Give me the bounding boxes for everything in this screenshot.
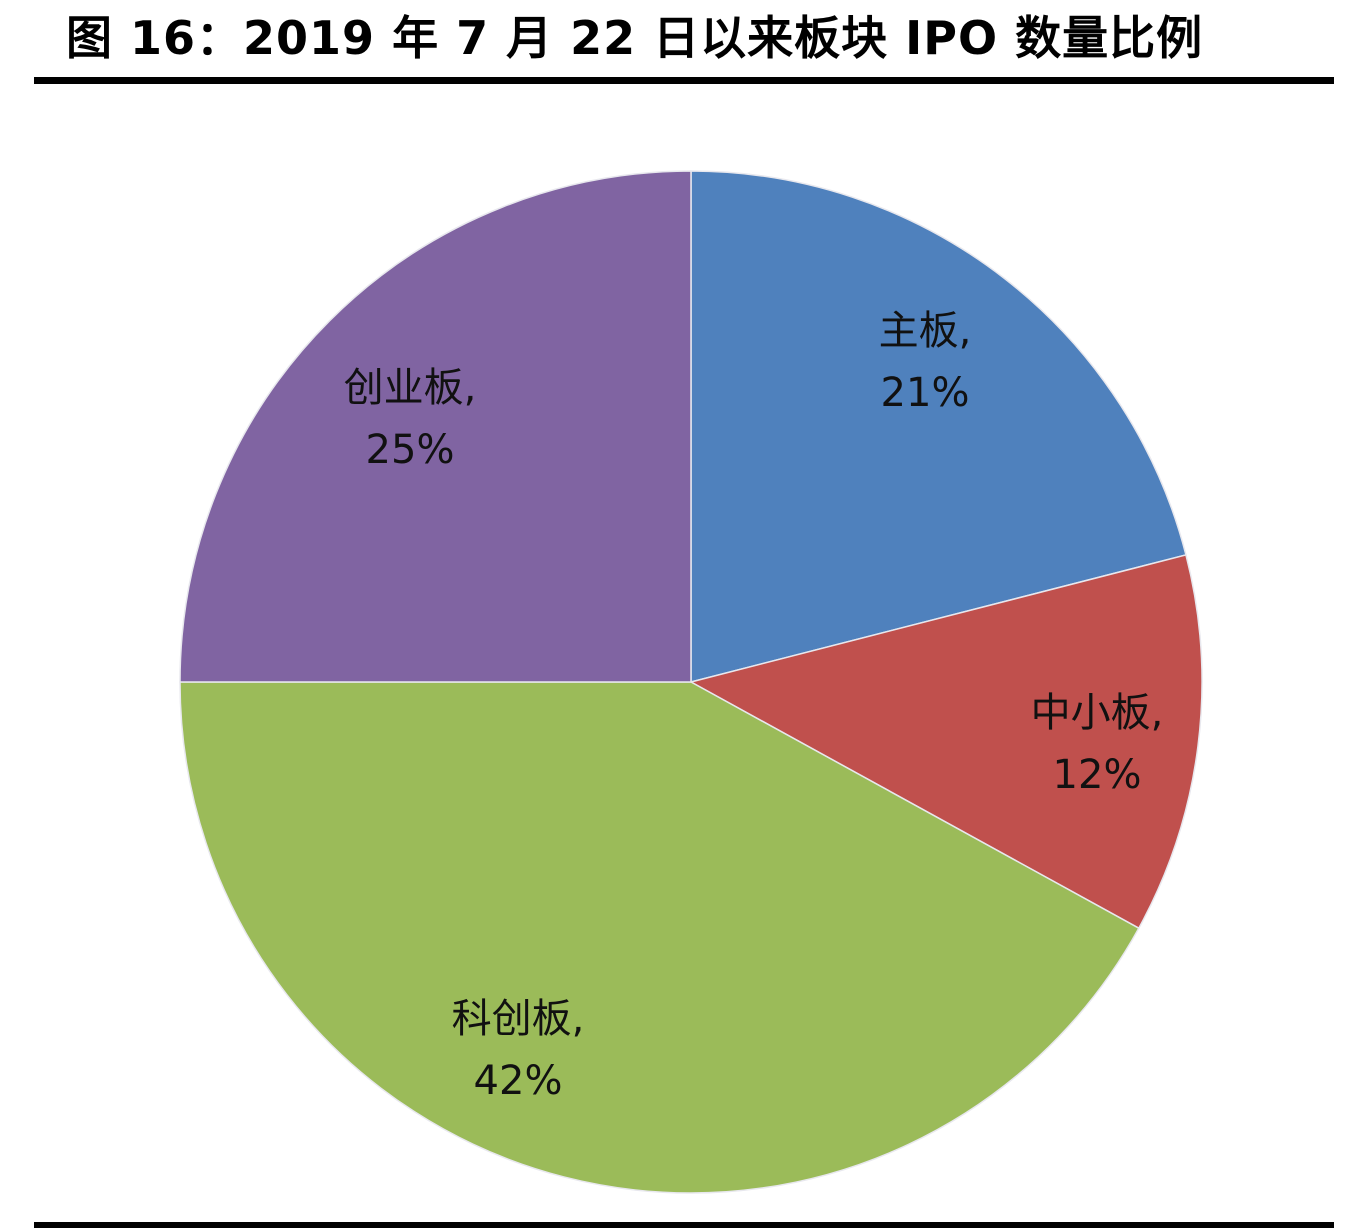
slice-label-chinext: 创业板, 25% xyxy=(344,357,477,481)
slice-label-main-board: 主板, 21% xyxy=(879,300,972,424)
slice-label-sme-board: 中小板, 12% xyxy=(1031,682,1164,806)
pie-slice-2 xyxy=(179,681,1140,1194)
slice-percent: 42% xyxy=(473,1058,563,1104)
title-divider xyxy=(34,77,1334,84)
slice-percent: 21% xyxy=(880,370,970,416)
slice-label-star-market: 科创板, 42% xyxy=(452,988,585,1112)
slice-name: 创业板, xyxy=(343,365,477,411)
pie-slice-0 xyxy=(690,170,1187,683)
pie-slice-3 xyxy=(179,170,692,683)
slice-name: 中小板, xyxy=(1030,690,1164,736)
slice-name: 科创板, xyxy=(451,996,585,1042)
slice-percent: 25% xyxy=(365,427,455,473)
pie-slice-1 xyxy=(688,554,1203,930)
bottom-divider xyxy=(34,1222,1334,1228)
slice-percent: 12% xyxy=(1052,752,1142,798)
chart-title: 图 16：2019 年 7 月 22 日以来板块 IPO 数量比例 xyxy=(66,11,1204,65)
slice-name: 主板, xyxy=(878,308,972,354)
